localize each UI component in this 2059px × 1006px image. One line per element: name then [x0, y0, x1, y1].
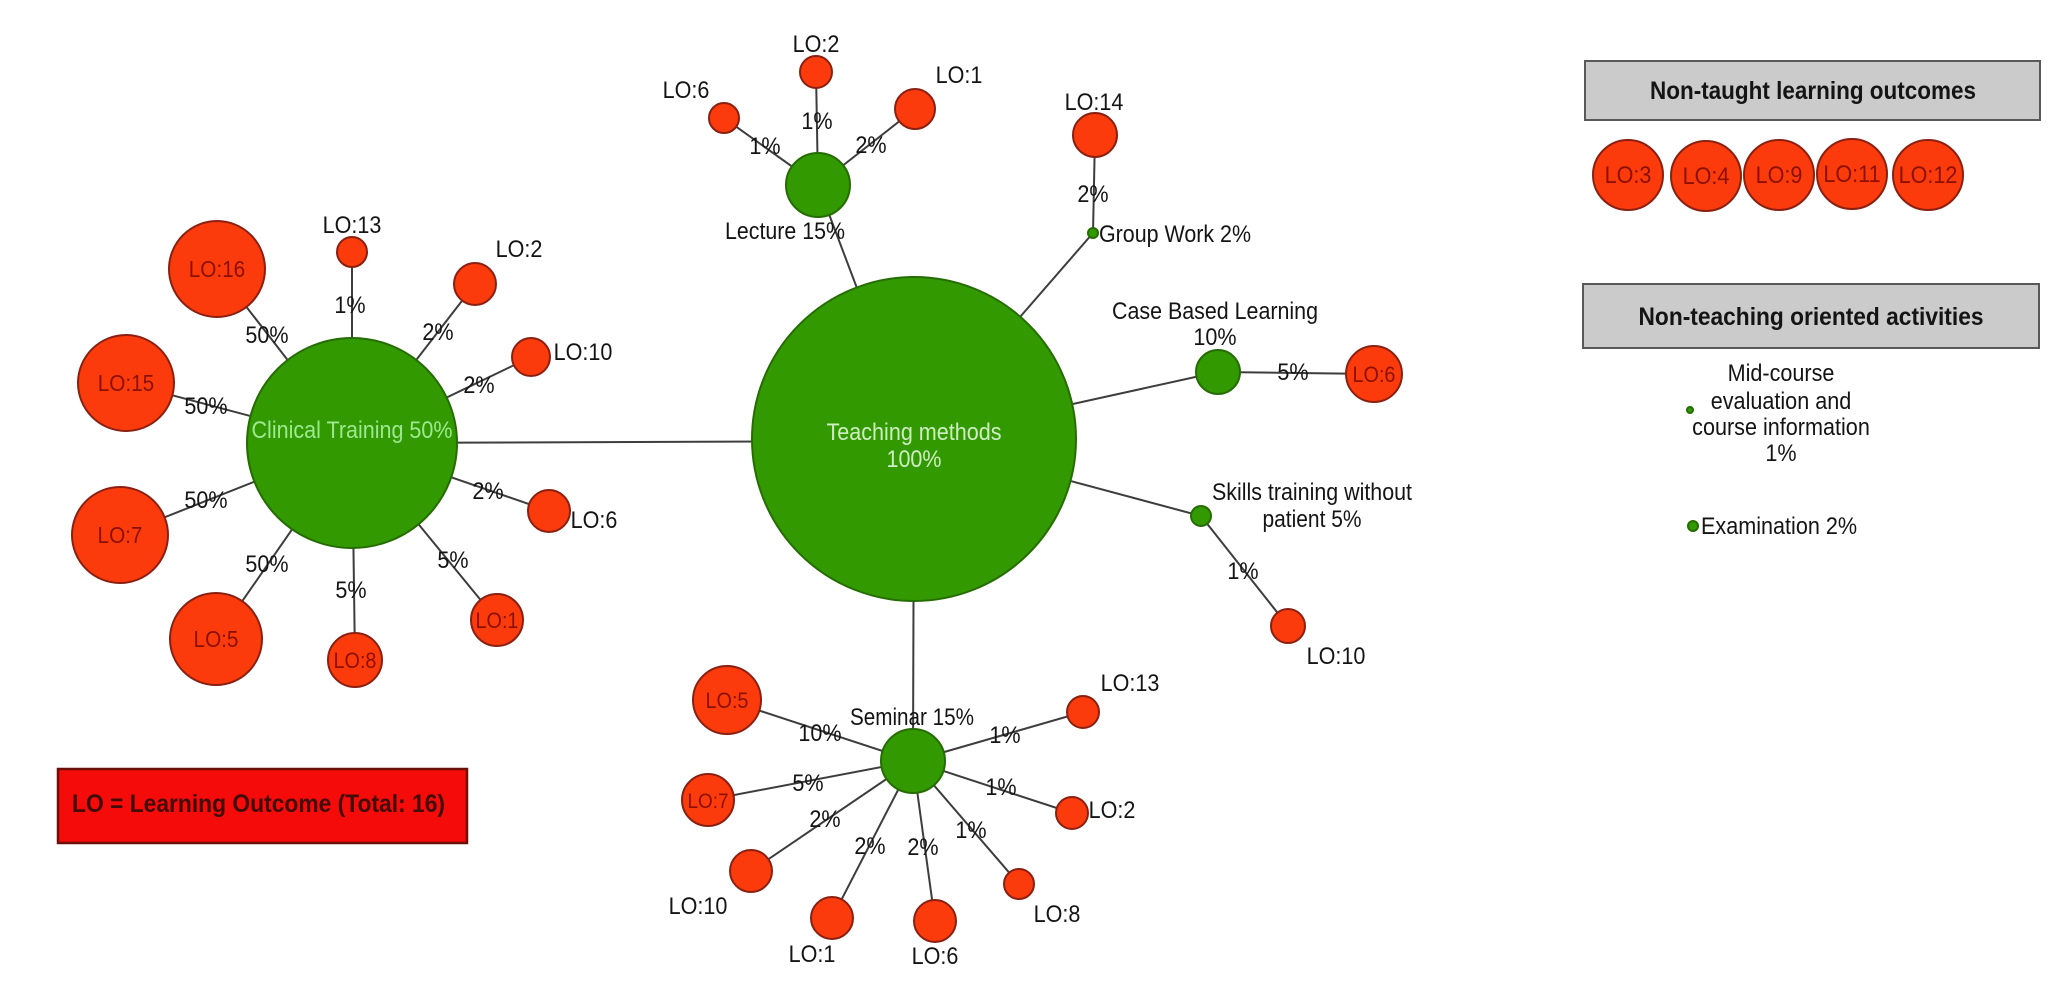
svg-text:LO:10: LO:10	[669, 893, 728, 920]
svg-text:Clinical Training 50%: Clinical Training 50%	[252, 417, 453, 444]
svg-text:LO:8: LO:8	[1034, 901, 1081, 928]
svg-text:Examination 2%: Examination 2%	[1701, 513, 1857, 540]
svg-text:5%: 5%	[792, 770, 823, 797]
svg-text:5%: 5%	[1277, 359, 1308, 386]
svg-text:50%: 50%	[245, 322, 288, 349]
svg-text:LO:4: LO:4	[1683, 163, 1730, 190]
svg-text:LO:6: LO:6	[1353, 362, 1396, 387]
svg-text:LO:7: LO:7	[688, 790, 729, 813]
svg-text:LO:6: LO:6	[912, 943, 959, 970]
svg-text:2%: 2%	[907, 834, 938, 861]
svg-text:LO:8: LO:8	[334, 648, 377, 673]
svg-text:2%: 2%	[809, 806, 840, 833]
svg-text:2%: 2%	[1077, 181, 1108, 208]
svg-text:evaluation and: evaluation and	[1711, 388, 1852, 415]
svg-text:50%: 50%	[184, 487, 227, 514]
svg-text:Teaching methods: Teaching methods	[827, 419, 1002, 446]
svg-text:LO:13: LO:13	[323, 212, 382, 239]
svg-text:LO:10: LO:10	[554, 339, 613, 366]
svg-text:LO:10: LO:10	[1307, 643, 1366, 670]
svg-text:LO:2: LO:2	[496, 236, 543, 263]
svg-text:LO:5: LO:5	[706, 688, 749, 713]
svg-text:2%: 2%	[422, 319, 453, 346]
svg-text:Non-taught learning outcomes: Non-taught learning outcomes	[1650, 77, 1976, 105]
svg-text:LO:2: LO:2	[1089, 797, 1136, 824]
svg-text:Mid-course: Mid-course	[1728, 360, 1835, 387]
svg-text:patient 5%: patient 5%	[1263, 506, 1362, 533]
svg-text:50%: 50%	[184, 393, 227, 420]
svg-text:LO:12: LO:12	[1899, 162, 1958, 189]
svg-text:LO:1: LO:1	[789, 941, 836, 968]
svg-text:2%: 2%	[472, 478, 503, 505]
svg-text:50%: 50%	[245, 551, 288, 578]
svg-text:LO:9: LO:9	[1756, 162, 1803, 189]
svg-text:10%: 10%	[1193, 324, 1236, 351]
svg-text:1%: 1%	[1227, 558, 1258, 585]
svg-text:1%: 1%	[1765, 440, 1796, 467]
svg-text:LO:16: LO:16	[189, 256, 245, 282]
svg-text:Non-teaching oriented activiti: Non-teaching oriented activities	[1639, 303, 1984, 331]
svg-text:Case Based Learning: Case Based Learning	[1112, 298, 1318, 325]
svg-text:1%: 1%	[334, 292, 365, 319]
svg-text:LO:13: LO:13	[1101, 670, 1160, 697]
svg-text:LO:6: LO:6	[571, 507, 618, 534]
svg-text:1%: 1%	[989, 722, 1020, 749]
svg-text:Skills training without: Skills training without	[1212, 479, 1412, 506]
svg-text:10%: 10%	[798, 720, 841, 747]
svg-text:LO:1: LO:1	[936, 62, 983, 89]
svg-text:LO:7: LO:7	[98, 522, 143, 548]
svg-text:5%: 5%	[437, 547, 468, 574]
svg-text:LO:5: LO:5	[194, 626, 239, 652]
svg-text:1%: 1%	[955, 817, 986, 844]
svg-text:2%: 2%	[854, 833, 885, 860]
svg-text:1%: 1%	[749, 133, 780, 160]
svg-text:LO:1: LO:1	[476, 608, 519, 633]
svg-text:5%: 5%	[335, 577, 366, 604]
svg-text:LO:14: LO:14	[1065, 89, 1124, 116]
svg-text:2%: 2%	[463, 372, 494, 399]
svg-text:LO:6: LO:6	[663, 77, 710, 104]
svg-text:1%: 1%	[985, 774, 1016, 801]
svg-text:Group Work 2%: Group Work 2%	[1099, 221, 1251, 248]
svg-text:Lecture 15%: Lecture 15%	[725, 218, 845, 245]
svg-text:LO:15: LO:15	[98, 370, 154, 396]
svg-text:Seminar 15%: Seminar 15%	[850, 704, 974, 731]
svg-text:100%: 100%	[887, 446, 942, 473]
svg-text:2%: 2%	[855, 132, 886, 159]
svg-text:1%: 1%	[801, 108, 832, 135]
svg-text:LO:3: LO:3	[1605, 162, 1652, 189]
svg-text:LO:2: LO:2	[793, 31, 840, 58]
svg-text:LO:11: LO:11	[1823, 161, 1880, 188]
svg-text:course information: course information	[1692, 414, 1870, 441]
svg-text:LO = Learning Outcome (Total:: LO = Learning Outcome (Total: 16)	[72, 790, 445, 818]
